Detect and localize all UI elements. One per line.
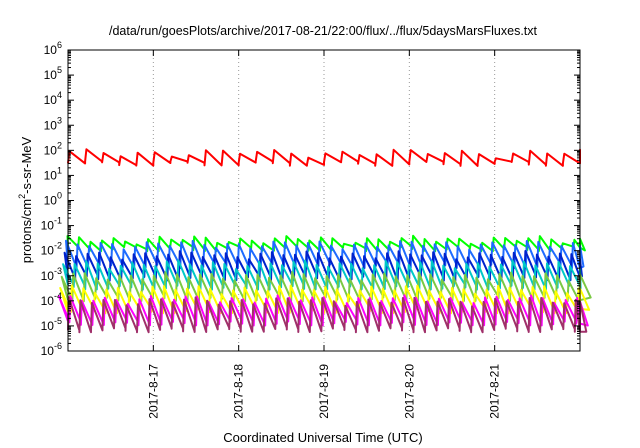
y-tick-base: 10 <box>41 269 55 283</box>
series-line-4 <box>63 250 583 282</box>
y-axis-title-before: protons/cm <box>19 199 34 263</box>
y-axis: 10-610-510-410-310-210-11001011021031041… <box>41 40 580 358</box>
y-tick-base: 10 <box>41 244 55 258</box>
y-tick-label: 105 <box>44 65 62 82</box>
y-tick-base: 10 <box>44 143 58 157</box>
chart-title: /data/run/goesPlots/archive/2017-08-21/2… <box>109 24 538 38</box>
y-tick-label: 100 <box>44 191 62 208</box>
y-tick-exp: 5 <box>57 65 62 75</box>
y-tick-base: 10 <box>44 43 58 57</box>
y-tick-exp: 3 <box>57 115 62 125</box>
y-tick-exp: 4 <box>57 90 62 100</box>
y-tick-base: 10 <box>41 344 55 358</box>
series-line-7 <box>59 284 591 315</box>
y-tick-base: 10 <box>44 68 58 82</box>
x-axis: 2017-8-17 2017-8-18 2017-8-19 2017-8-20 2017… <box>146 50 502 419</box>
y-axis-title: protons/cm2-s-sr-MeV <box>17 136 34 263</box>
x-tick-label: 2017-8-18 <box>232 364 246 419</box>
y-tick-label: 10-4 <box>41 291 62 308</box>
y-tick-base: 10 <box>41 219 55 233</box>
series-group <box>57 148 592 334</box>
y-tick-label: 104 <box>44 90 62 107</box>
y-tick-base: 10 <box>41 294 55 308</box>
y-axis-title-after: -s-sr-MeV <box>19 136 34 193</box>
y-tick-base: 10 <box>44 118 58 132</box>
y-tick-exp: -1 <box>54 216 62 226</box>
y-tick-exp: -2 <box>54 241 62 251</box>
y-tick-exp: 0 <box>57 191 62 201</box>
x-tick-label: 2017-8-17 <box>146 364 160 419</box>
y-tick-base: 10 <box>41 319 55 333</box>
x-axis-title: Coordinated Universal Time (UTC) <box>223 430 422 445</box>
y-tick-label: 101 <box>44 165 62 182</box>
series-line-8 <box>57 294 589 327</box>
x-tick-label: 2017-8-20 <box>402 364 416 419</box>
series-line-2 <box>66 234 586 253</box>
y-tick-base: 10 <box>44 194 58 208</box>
y-tick-exp: 2 <box>57 140 62 150</box>
y-tick-label: 103 <box>44 115 62 132</box>
x-tick-label: 2017-8-21 <box>488 364 502 419</box>
y-tick-exp: -3 <box>54 266 62 276</box>
y-tick-base: 10 <box>44 93 58 107</box>
y-tick-label: 10-6 <box>41 341 62 358</box>
y-tick-label: 102 <box>44 140 62 157</box>
y-tick-exp: 1 <box>57 165 62 175</box>
y-tick-exp: -5 <box>54 316 62 326</box>
y-tick-label: 106 <box>44 40 62 57</box>
y-axis-title-sup: 2 <box>17 194 27 199</box>
series-line-1 <box>67 148 581 167</box>
y-tick-label: 10-3 <box>41 266 62 283</box>
y-tick-exp: -4 <box>54 291 62 301</box>
y-tick-exp: 6 <box>57 40 62 50</box>
y-tick-label: 10-2 <box>41 241 62 258</box>
x-tick-label: 2017-8-19 <box>317 364 331 419</box>
y-tick-label: 10-1 <box>41 216 62 233</box>
y-tick-label: 10-5 <box>41 316 62 333</box>
y-tick-exp: -6 <box>54 341 62 351</box>
y-tick-base: 10 <box>44 168 58 182</box>
series-line-9 <box>67 296 588 334</box>
